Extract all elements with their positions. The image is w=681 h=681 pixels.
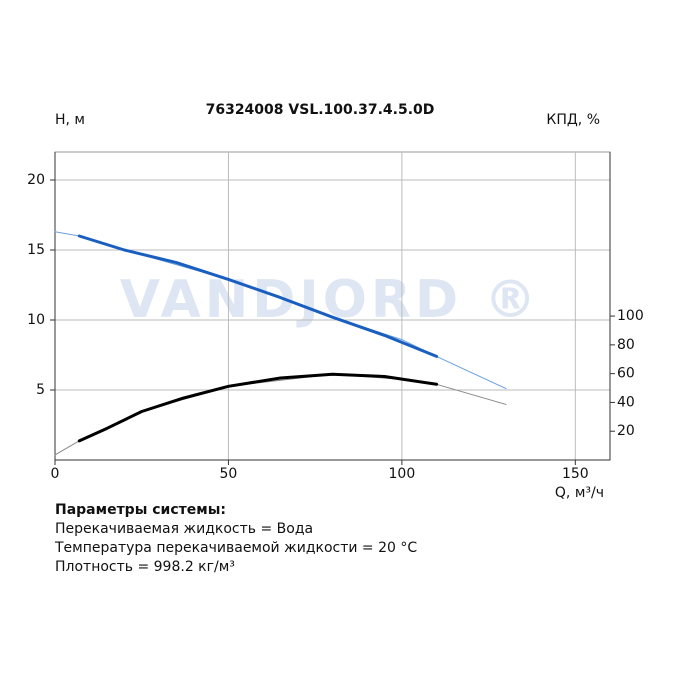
y2-tick-label: 40: [617, 394, 635, 410]
x-axis-label: Q, м³/ч: [555, 485, 604, 501]
params-heading: Параметры системы:: [55, 502, 226, 518]
y2-axis-label: КПД, %: [546, 112, 600, 128]
curve: [77, 372, 439, 443]
params-line: Перекачиваемая жидкость = Вода: [55, 521, 314, 537]
x-tick-label: 50: [220, 466, 238, 482]
y2-tick-label: 60: [617, 366, 635, 382]
x-tick-label: 0: [51, 466, 60, 482]
y-axis-label: H, м: [55, 112, 85, 128]
y-tick-label: 5: [36, 382, 45, 398]
system-params: Параметры системы: Перекачиваемая жидкос…: [55, 501, 417, 577]
y2-tick-label: 100: [617, 308, 644, 324]
params-line: Температура перекачиваемой жидкости = 20…: [55, 540, 418, 556]
y2-tick-label: 80: [617, 337, 635, 353]
curve: [54, 373, 507, 456]
x-tick-label: 100: [389, 466, 416, 482]
y-tick-label: 10: [27, 312, 45, 328]
params-line: Плотность = 998.2 кг/м³: [55, 559, 235, 575]
y-tick-label: 20: [27, 172, 45, 188]
chart-title: 76324008 VSL.100.37.4.5.0D: [206, 102, 435, 118]
y2-tick-label: 20: [617, 423, 635, 439]
y-tick-label: 15: [27, 242, 45, 258]
watermark: VANDJORD ®: [120, 270, 541, 330]
x-tick-label: 150: [562, 466, 589, 482]
curve: [77, 234, 439, 358]
